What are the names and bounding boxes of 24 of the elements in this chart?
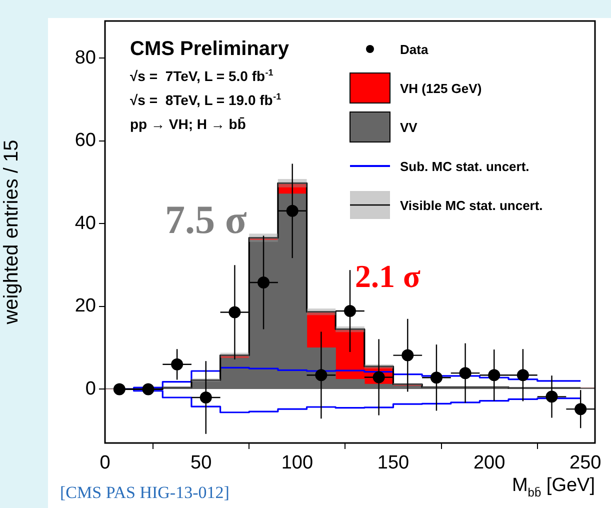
- text: CMS Preliminary: [130, 38, 290, 60]
- legend-label: Data: [400, 42, 429, 57]
- x-tick-label: 250: [570, 452, 602, 474]
- legend-label: Sub. MC stat. uncert.: [400, 159, 530, 174]
- legend-label: VH (125 GeV): [400, 81, 482, 96]
- y-axis-title: weighted entries / 15: [0, 140, 23, 326]
- x-tick-label: 0: [100, 452, 110, 474]
- x-tick-label: 50: [190, 452, 212, 474]
- y-tick-label: 0: [85, 378, 96, 400]
- annotation: pp → VH; H → bb̄: [130, 116, 246, 132]
- y-tick-label: 80: [74, 47, 96, 68]
- x-tick-label: 150: [377, 452, 410, 474]
- legend-label: VV: [400, 120, 418, 135]
- annotation: 7.5 σ: [165, 197, 247, 242]
- text: [CMS PAS HIG-13-012]: [60, 483, 230, 502]
- x-tick-label: 200: [473, 452, 506, 474]
- legend-label: Visible MC stat. uncert.: [400, 198, 543, 213]
- y-tick-label: 40: [74, 212, 96, 234]
- x-tick-label: 100: [281, 452, 314, 474]
- y-tick-label: 20: [74, 296, 96, 317]
- point: [142, 383, 154, 396]
- annotation: 2.1 σ: [355, 258, 421, 294]
- point: [113, 383, 126, 396]
- y-tick-label: 60: [74, 130, 96, 152]
